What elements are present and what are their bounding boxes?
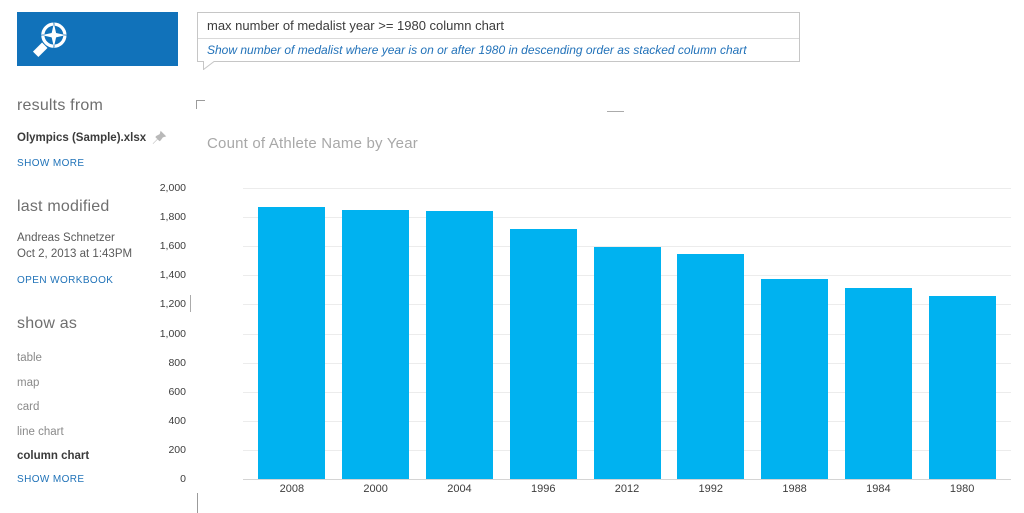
show-as-option-column-chart[interactable]: column chart bbox=[17, 450, 90, 462]
bar-slot bbox=[501, 188, 585, 479]
pushpin-icon[interactable] bbox=[152, 130, 167, 145]
y-tick-label: 1,600 bbox=[159, 240, 186, 253]
app-logo-tile[interactable] bbox=[17, 12, 178, 66]
y-tick-label: 0 bbox=[180, 473, 186, 485]
last-modified-date: Oct 2, 2013 at 1:43PM bbox=[17, 248, 133, 260]
x-axis-labels: 2008 2000 2004 1996 2012 1992 1988 1984 1980 bbox=[243, 483, 1011, 495]
bar-1984[interactable] bbox=[844, 287, 912, 479]
gridline bbox=[243, 246, 1011, 248]
x-tick-label: 2012 bbox=[614, 483, 640, 495]
results-from-heading: results from bbox=[17, 97, 103, 114]
selection-frame-handle-icon[interactable] bbox=[607, 111, 624, 112]
bar-slot bbox=[250, 188, 334, 479]
x-tick-label: 1996 bbox=[530, 483, 556, 495]
column-chart-plot bbox=[243, 188, 1011, 480]
last-modified-author: Andreas Schnetzer bbox=[17, 232, 115, 244]
bar-slot bbox=[334, 188, 418, 479]
bar-2008[interactable] bbox=[258, 206, 326, 479]
show-as-option-card[interactable]: card bbox=[17, 401, 40, 413]
qa-compass-magnifier-icon bbox=[32, 21, 68, 58]
search-restatement: Show number of medalist where year is on… bbox=[207, 43, 747, 57]
x-tick-label: 2008 bbox=[279, 483, 305, 495]
bar-2012[interactable] bbox=[593, 246, 661, 479]
y-tick-label: 600 bbox=[168, 385, 186, 398]
sidebar: results from Olympics (Sample).xlsx SHOW… bbox=[17, 96, 193, 487]
x-tick-label: 2004 bbox=[447, 483, 472, 495]
bar-slot bbox=[753, 188, 837, 479]
speech-bubble-tail-icon bbox=[203, 60, 217, 70]
open-workbook-link[interactable]: OPEN WORKBOOK bbox=[17, 275, 114, 286]
x-tick-label: 1992 bbox=[698, 483, 724, 495]
y-tick-label: 200 bbox=[168, 443, 186, 456]
search-input[interactable]: max number of medalist year >= 1980 colu… bbox=[198, 13, 799, 39]
y-axis-labels: 2,000 1,800 1,600 1,400 1,200 1,000 800 600 400 2… bbox=[151, 182, 191, 485]
x-tick-label: 2000 bbox=[363, 483, 388, 495]
bar-1996[interactable] bbox=[509, 229, 577, 479]
last-modified-heading: last modified bbox=[17, 198, 110, 215]
x-tick-label: 1988 bbox=[782, 483, 807, 495]
y-tick-label: 2,000 bbox=[159, 182, 186, 194]
chart-title: Count of Athlete Name by Year bbox=[207, 135, 418, 152]
search-box: max number of medalist year >= 1980 colu… bbox=[197, 12, 800, 70]
selection-frame-corner-icon bbox=[197, 493, 198, 513]
bar-slot bbox=[418, 188, 502, 479]
show-as-option-map[interactable]: map bbox=[17, 376, 40, 389]
bars-container bbox=[243, 188, 1011, 479]
y-tick-label: 1,400 bbox=[159, 269, 186, 282]
y-tick-label: 400 bbox=[168, 414, 186, 427]
show-as-option-line-chart[interactable]: line chart bbox=[17, 425, 64, 438]
show-as-show-more-link[interactable]: SHOW MORE bbox=[17, 473, 85, 485]
source-file-name[interactable]: Olympics (Sample).xlsx bbox=[17, 131, 147, 144]
gridline bbox=[243, 188, 1011, 189]
y-tick-label: 1,200 bbox=[159, 298, 186, 311]
show-as-option-table[interactable]: table bbox=[17, 352, 42, 364]
bar-slot bbox=[836, 188, 920, 479]
selection-frame-handle-icon[interactable] bbox=[190, 295, 191, 312]
source-row: Olympics (Sample).xlsx bbox=[17, 130, 193, 145]
y-tick-label: 1,000 bbox=[159, 327, 186, 340]
bar-slot bbox=[669, 188, 753, 479]
show-as-heading: show as bbox=[17, 315, 78, 332]
x-tick-label: 1984 bbox=[866, 483, 891, 495]
bar-2000[interactable] bbox=[342, 209, 410, 479]
results-show-more-link[interactable]: SHOW MORE bbox=[17, 158, 85, 169]
bar-slot bbox=[920, 188, 1004, 479]
y-tick-label: 800 bbox=[168, 356, 186, 369]
bar-1992[interactable] bbox=[677, 254, 745, 479]
selection-frame-corner-icon bbox=[196, 100, 205, 109]
bar-2004[interactable] bbox=[425, 211, 493, 479]
chart-panel: Count of Athlete Name by Year 2,000 1,800… bbox=[160, 95, 1024, 513]
gridline bbox=[243, 217, 1011, 219]
bar-1988[interactable] bbox=[761, 278, 829, 479]
gridline bbox=[243, 479, 1011, 480]
bar-slot bbox=[585, 188, 669, 479]
x-tick-label: 1980 bbox=[949, 483, 975, 495]
bar-1980[interactable] bbox=[928, 296, 996, 479]
y-tick-label: 1,800 bbox=[159, 211, 186, 224]
show-as-list: table map card line chart column chart bbox=[17, 346, 193, 469]
